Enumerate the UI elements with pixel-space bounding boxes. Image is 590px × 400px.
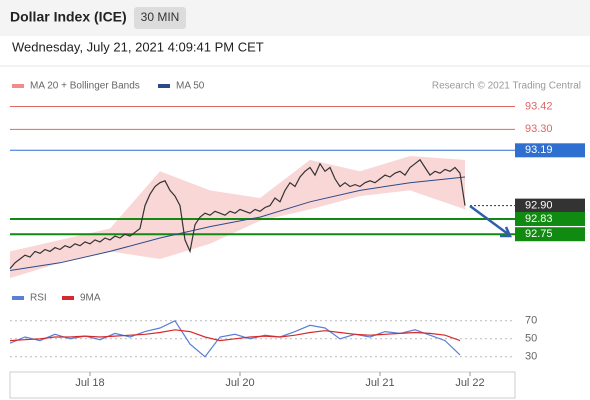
header-bar xyxy=(0,0,590,36)
series-line xyxy=(9,158,466,269)
legend-swatch xyxy=(12,296,24,300)
source: Research © 2021 Trading Central xyxy=(432,81,581,92)
forecast-arrow xyxy=(469,204,512,238)
x-axis-box xyxy=(9,371,516,399)
title: Dollar Index (ICE) xyxy=(10,9,127,25)
x-tick-label: Jul 21 xyxy=(365,377,394,389)
legend-label: 9MA xyxy=(80,293,101,304)
x-tick-label: Jul 18 xyxy=(75,377,104,389)
level-label: 92.83 xyxy=(525,213,553,225)
legend-label: MA 50 xyxy=(176,81,205,92)
timestamp: Wednesday, July 21, 2021 4:09:41 PM CET xyxy=(12,39,264,54)
level-label: 93.42 xyxy=(525,100,553,112)
legend-label: MA 20 + Bollinger Bands xyxy=(30,81,140,92)
y-tick-label: 70 xyxy=(525,315,537,327)
y-tick-label: 30 xyxy=(525,351,537,363)
timeframe-badge xyxy=(134,7,186,29)
legend-swatch xyxy=(62,296,74,300)
ma-line xyxy=(9,176,466,271)
level-label: 93.19 xyxy=(525,144,553,156)
level-label-box xyxy=(515,143,585,158)
level-label-box xyxy=(515,198,585,213)
x-tick-label: Jul 20 xyxy=(225,377,254,389)
legend-swatch xyxy=(12,84,24,88)
legend-label: RSI xyxy=(30,293,47,304)
series-line xyxy=(9,329,461,342)
timeframe: 30 MIN xyxy=(141,10,180,24)
level-label: 92.75 xyxy=(525,228,553,240)
x-tick-label: Jul 22 xyxy=(455,377,484,389)
level-label-box xyxy=(515,227,585,242)
level-label: 93.30 xyxy=(525,123,553,135)
level-label: 92.90 xyxy=(525,200,553,212)
y-tick-label: 50 xyxy=(525,333,537,345)
level-label-box xyxy=(515,211,585,226)
legend-swatch xyxy=(158,84,170,88)
bollinger-band xyxy=(10,156,465,279)
